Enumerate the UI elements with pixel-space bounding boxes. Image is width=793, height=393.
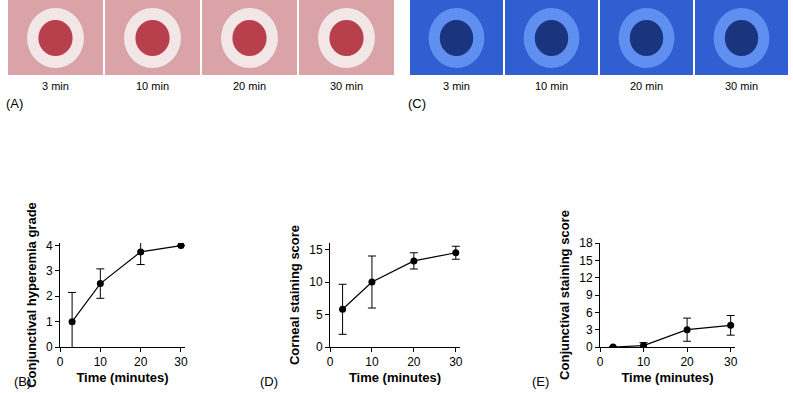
- svg-text:10 min: 10 min: [535, 80, 568, 92]
- svg-text:3 min: 3 min: [443, 80, 470, 92]
- svg-text:(B): (B): [14, 374, 31, 389]
- svg-text:0: 0: [316, 340, 323, 354]
- svg-text:10: 10: [637, 355, 651, 369]
- svg-text:20: 20: [407, 355, 421, 369]
- svg-text:10: 10: [309, 275, 323, 289]
- svg-text:20: 20: [134, 355, 148, 369]
- svg-text:0: 0: [327, 355, 334, 369]
- svg-text:Conjunctival staining score: Conjunctival staining score: [557, 210, 572, 380]
- svg-text:Time (minutes): Time (minutes): [76, 370, 168, 385]
- svg-text:15: 15: [579, 254, 593, 268]
- svg-text:10 min: 10 min: [136, 80, 169, 92]
- svg-text:0: 0: [46, 340, 53, 354]
- svg-text:(E): (E): [532, 374, 549, 389]
- svg-text:30 min: 30 min: [330, 80, 363, 92]
- svg-text:3 min: 3 min: [42, 80, 69, 92]
- svg-text:(D): (D): [260, 374, 278, 389]
- svg-text:(C): (C): [408, 96, 426, 111]
- svg-text:Time (minutes): Time (minutes): [349, 370, 441, 385]
- svg-text:30: 30: [449, 355, 463, 369]
- svg-text:0: 0: [57, 355, 64, 369]
- svg-text:10: 10: [94, 355, 108, 369]
- svg-text:Corneal staining score: Corneal staining score: [287, 225, 302, 365]
- svg-text:20: 20: [680, 355, 694, 369]
- svg-text:6: 6: [586, 306, 593, 320]
- svg-text:18: 18: [579, 236, 593, 250]
- svg-text:20 min: 20 min: [233, 80, 266, 92]
- svg-text:30 min: 30 min: [725, 80, 758, 92]
- svg-text:0: 0: [597, 355, 604, 369]
- svg-text:9: 9: [586, 288, 593, 302]
- svg-text:3: 3: [46, 264, 53, 278]
- svg-text:20 min: 20 min: [630, 80, 663, 92]
- svg-text:Conjunctival hyperemia grade: Conjunctival hyperemia grade: [24, 202, 39, 388]
- svg-text:30: 30: [724, 355, 738, 369]
- svg-text:4: 4: [46, 239, 53, 253]
- svg-text:12: 12: [579, 271, 593, 285]
- svg-text:3: 3: [586, 323, 593, 337]
- svg-text:30: 30: [174, 355, 188, 369]
- svg-text:(A): (A): [6, 96, 23, 111]
- svg-text:0: 0: [586, 340, 593, 354]
- svg-text:10: 10: [365, 355, 379, 369]
- svg-text:15: 15: [309, 243, 323, 257]
- svg-text:5: 5: [316, 308, 323, 322]
- svg-text:1: 1: [46, 315, 53, 329]
- svg-text:Time (minutes): Time (minutes): [621, 370, 713, 385]
- svg-text:2: 2: [46, 289, 53, 303]
